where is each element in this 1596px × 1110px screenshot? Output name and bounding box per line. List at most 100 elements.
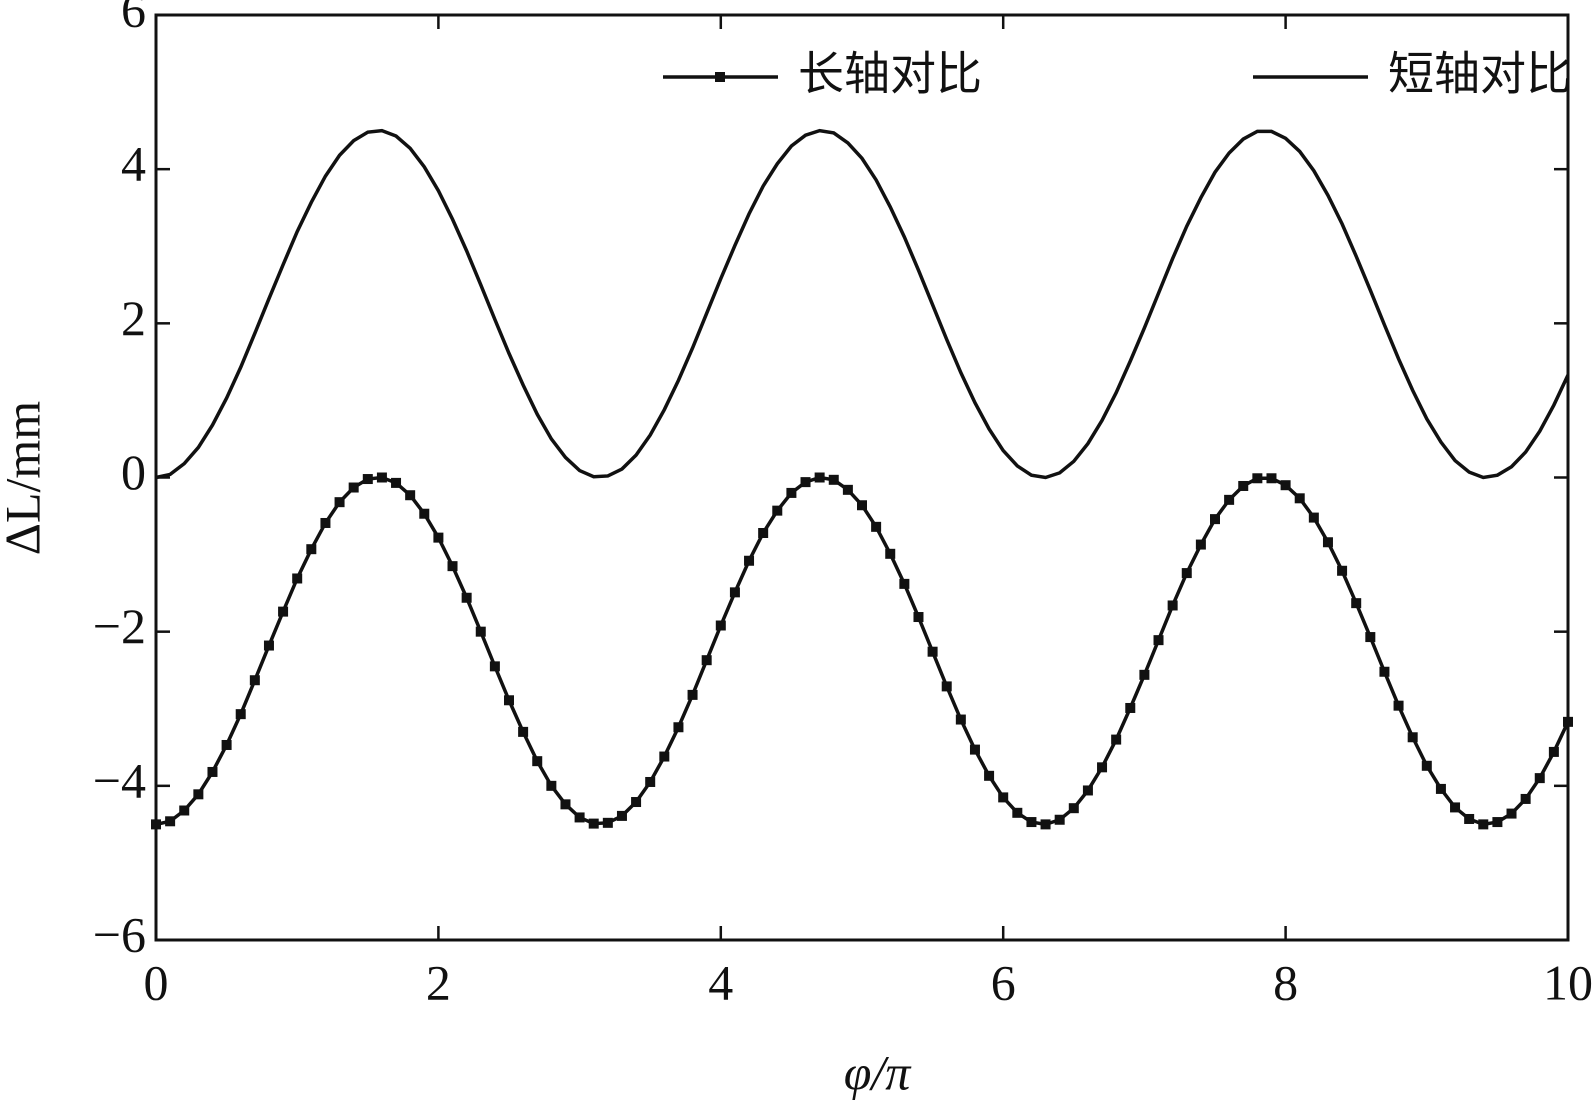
marker xyxy=(772,505,783,516)
marker xyxy=(489,661,500,672)
marker xyxy=(701,655,712,666)
y-tick-label: −2 xyxy=(93,598,146,654)
legend-label: 短轴对比 xyxy=(1388,47,1572,101)
marker xyxy=(1252,473,1263,484)
marker xyxy=(1181,568,1192,579)
marker xyxy=(574,812,585,823)
y-tick-label: 0 xyxy=(121,444,146,500)
marker xyxy=(673,722,684,733)
marker xyxy=(1294,493,1305,504)
marker xyxy=(1308,512,1319,523)
legend-label: 长轴对比 xyxy=(798,47,982,101)
y-tick-label: 2 xyxy=(121,290,146,346)
series-line xyxy=(155,475,1570,827)
marker xyxy=(433,532,444,543)
marker xyxy=(927,646,938,657)
marker xyxy=(235,709,246,720)
marker xyxy=(969,744,980,755)
marker xyxy=(631,797,642,808)
marker xyxy=(744,555,755,566)
marker xyxy=(1322,537,1333,548)
marker xyxy=(1026,817,1037,828)
marker xyxy=(447,561,458,572)
marker xyxy=(249,675,260,686)
marker xyxy=(376,472,387,483)
marker xyxy=(1195,539,1206,550)
y-tick-label: 4 xyxy=(121,136,146,192)
marker xyxy=(800,477,811,488)
x-tick-label: 2 xyxy=(426,954,451,1010)
marker xyxy=(842,484,853,495)
marker xyxy=(1040,819,1051,830)
marker xyxy=(616,810,627,821)
marker xyxy=(1534,773,1545,784)
marker xyxy=(504,695,514,706)
marker xyxy=(1365,632,1376,643)
marker xyxy=(1139,669,1150,680)
marker xyxy=(984,770,995,781)
marker xyxy=(899,578,910,589)
y-tick-label: −6 xyxy=(93,906,146,962)
marker xyxy=(1210,514,1220,525)
marker xyxy=(1238,480,1249,491)
marker xyxy=(1097,762,1108,773)
marker xyxy=(955,714,966,725)
y-tick-label: 6 xyxy=(121,0,146,37)
marker xyxy=(546,780,557,791)
marker xyxy=(419,508,430,519)
marker xyxy=(348,482,359,493)
series-line xyxy=(155,128,1570,480)
marker xyxy=(729,587,740,598)
marker xyxy=(659,751,670,762)
marker xyxy=(885,548,896,559)
marker xyxy=(828,474,839,485)
marker xyxy=(645,776,656,787)
x-axis-label: φ/π xyxy=(844,1044,913,1100)
marker xyxy=(1506,808,1517,819)
x-tick-label: 8 xyxy=(1273,954,1298,1010)
marker xyxy=(1492,817,1503,828)
marker xyxy=(391,477,402,488)
marker xyxy=(475,626,486,637)
marker xyxy=(1563,716,1573,727)
y-tick-label: −4 xyxy=(93,752,146,808)
marker xyxy=(1224,494,1235,505)
marker xyxy=(334,497,345,508)
marker xyxy=(179,805,190,816)
marker xyxy=(786,487,797,498)
marker xyxy=(857,500,867,511)
x-tick-label: 4 xyxy=(708,954,733,1010)
marker xyxy=(941,681,952,692)
marker xyxy=(758,528,769,538)
marker xyxy=(1393,700,1404,711)
legend-marker xyxy=(715,72,725,82)
marker xyxy=(1520,793,1531,804)
marker xyxy=(151,819,161,830)
marker xyxy=(1082,785,1093,796)
marker xyxy=(278,606,289,617)
marker xyxy=(518,726,529,737)
marker xyxy=(1478,819,1489,830)
marker xyxy=(1337,565,1348,576)
marker xyxy=(362,474,373,485)
marker xyxy=(560,799,571,810)
marker xyxy=(1351,598,1362,609)
x-tick-label: 0 xyxy=(144,954,169,1010)
marker xyxy=(1125,702,1136,713)
marker xyxy=(1464,813,1475,824)
marker xyxy=(1379,666,1390,677)
marker xyxy=(1012,807,1023,818)
marker xyxy=(814,472,825,483)
marker xyxy=(588,818,599,829)
marker xyxy=(1280,480,1291,491)
marker xyxy=(1450,802,1461,813)
marker xyxy=(1548,746,1559,757)
marker xyxy=(165,816,176,827)
marker xyxy=(306,544,317,555)
marker xyxy=(405,490,416,501)
x-tick-label: 10 xyxy=(1543,954,1593,1010)
marker xyxy=(715,620,726,631)
marker xyxy=(207,766,218,777)
marker xyxy=(602,817,613,828)
